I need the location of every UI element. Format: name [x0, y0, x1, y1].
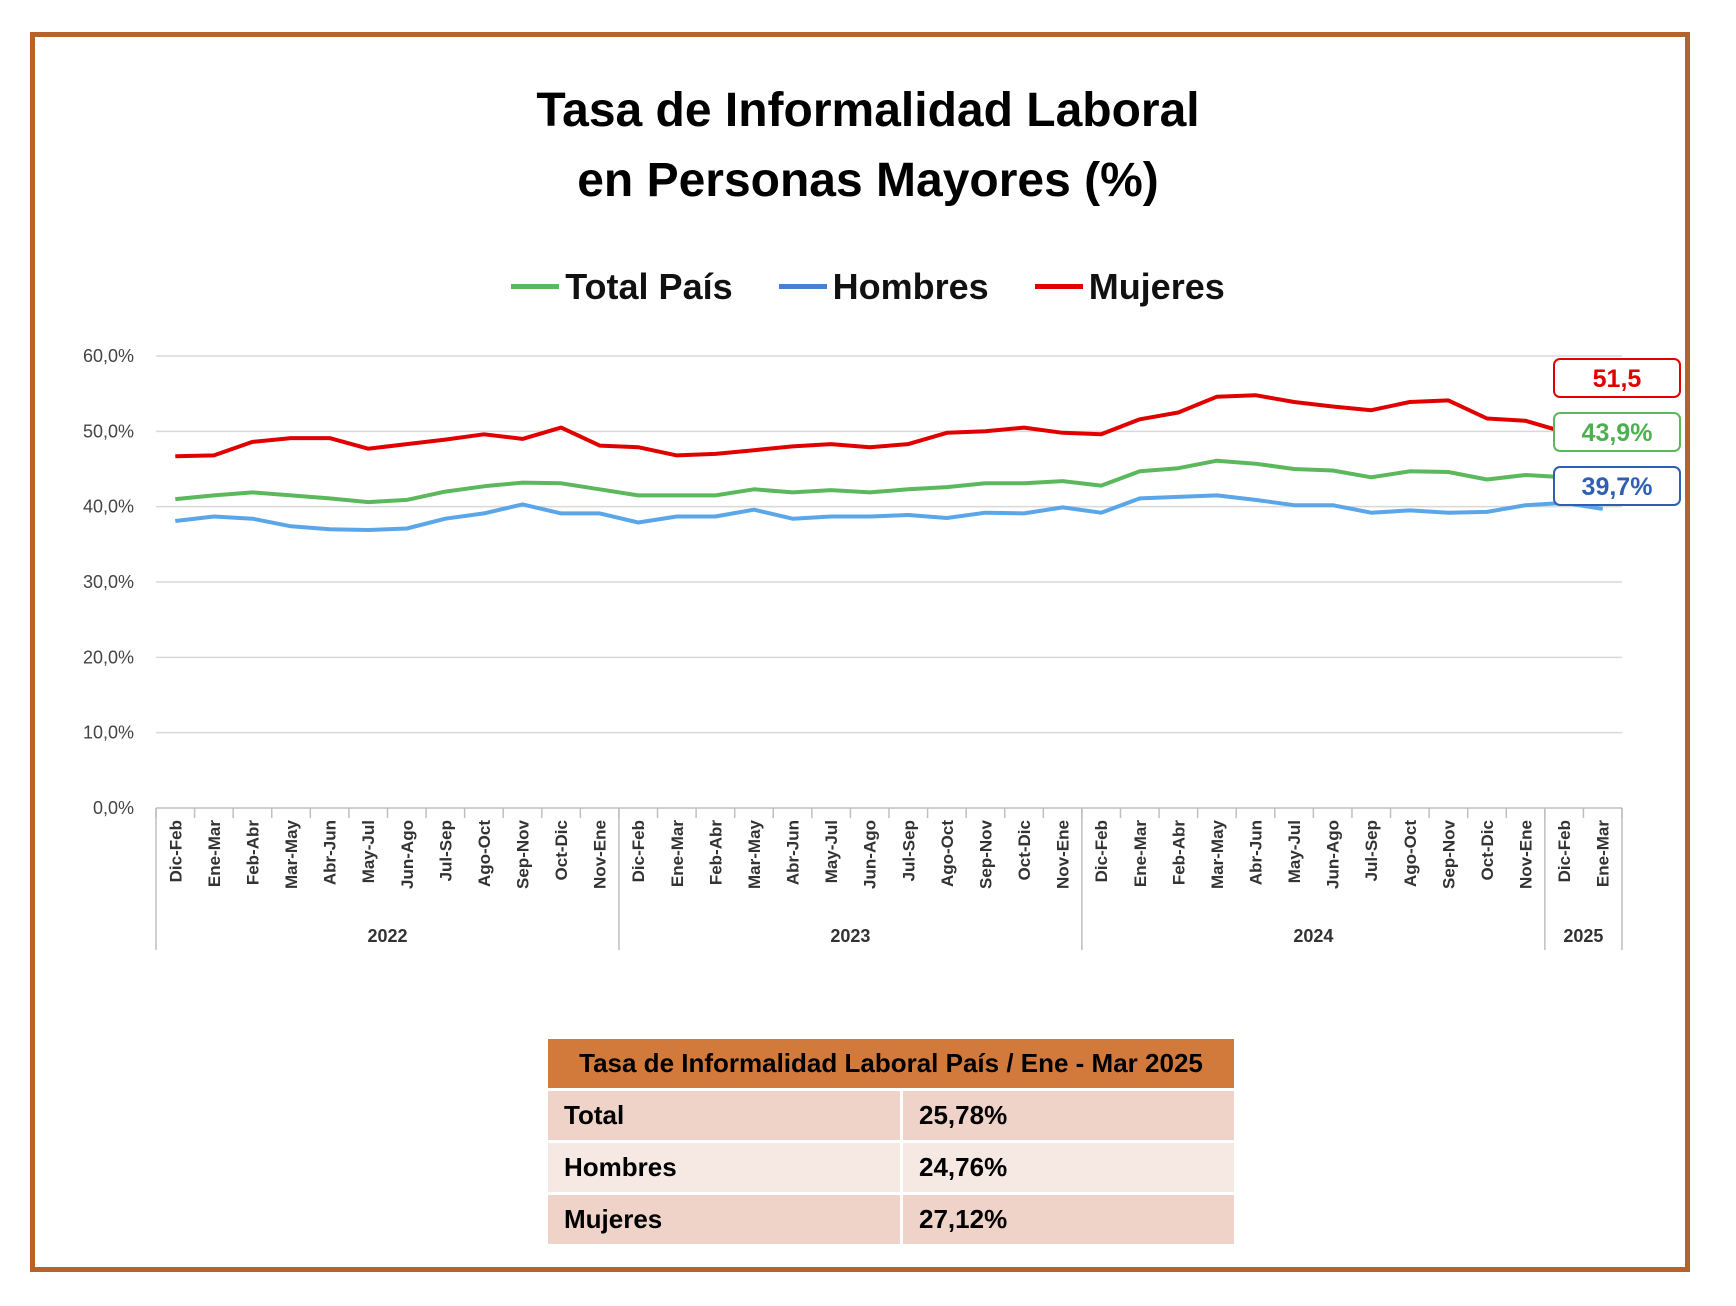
x-tick-label: May-Jul	[359, 820, 378, 883]
x-tick-label: May-Jul	[1285, 820, 1304, 883]
data-label: 39,7%	[1582, 473, 1653, 501]
x-tick-label: Dic-Feb	[1092, 820, 1111, 882]
x-tick-label: Jul-Sep	[436, 820, 455, 881]
title-line-1: Tasa de Informalidad Laboral	[536, 84, 1200, 137]
table-value-mujeres: 27,12%	[903, 1195, 1234, 1244]
table-row-hombres: Hombres 24,76%	[548, 1143, 1234, 1192]
table-row-total: Total 25,78%	[548, 1091, 1234, 1140]
series-line-hombres	[175, 493, 1604, 532]
x-tick-label: Sep-Nov	[976, 819, 995, 889]
x-tick-label: Ene-Mar	[668, 820, 687, 887]
series-line-total-país	[175, 458, 1603, 505]
x-tick-label: Mar-May	[1208, 819, 1227, 889]
x-tick-label: Abr-Jun	[1247, 820, 1266, 885]
x-tick-label: Feb-Abr	[1169, 820, 1188, 886]
table-value-total: 25,78%	[903, 1091, 1234, 1140]
y-tick-label: 30,0%	[83, 572, 134, 592]
y-tick-label: 40,0%	[83, 497, 134, 517]
table-label-total: Total	[548, 1091, 903, 1140]
x-tick-label: Abr-Jun	[784, 820, 803, 885]
x-tick-label: Dic-Feb	[166, 820, 185, 882]
y-tick-label: 60,0%	[83, 346, 134, 366]
y-tick-label: 20,0%	[83, 647, 134, 667]
table-label-mujeres: Mujeres	[548, 1195, 903, 1244]
x-tick-label: Oct-Dic	[1478, 820, 1497, 880]
x-tick-label: Nov-Ene	[1054, 820, 1073, 889]
legend-label-total: Total País	[565, 265, 733, 307]
x-tick-label: Dic-Feb	[629, 820, 648, 882]
table-row-mujeres: Mujeres 27,12%	[548, 1195, 1234, 1244]
x-tick-label: Oct-Dic	[1015, 820, 1034, 880]
x-tick-label: Feb-Abr	[706, 820, 725, 886]
x-tick-label: Jun-Ago	[1324, 820, 1343, 889]
x-tick-label: Mar-May	[745, 819, 764, 889]
table-label-hombres: Hombres	[548, 1143, 903, 1192]
x-tick-label: Feb-Abr	[243, 820, 262, 886]
y-tick-label: 50,0%	[83, 421, 134, 441]
legend-label-hombres: Hombres	[832, 265, 989, 307]
year-label: 2022	[367, 926, 407, 946]
x-tick-label: Sep-Nov	[514, 819, 533, 889]
x-tick-label: Sep-Nov	[1439, 819, 1458, 889]
x-tick-label: Abr-Jun	[321, 820, 340, 885]
x-tick-label: Jun-Ago	[398, 820, 417, 889]
legend: Total País Hombres Mujeres	[0, 256, 1736, 308]
year-label: 2024	[1293, 926, 1333, 946]
x-tick-label: Oct-Dic	[552, 820, 571, 880]
legend-item-total: Total País	[511, 265, 733, 308]
legend-item-hombres: Hombres	[778, 265, 989, 308]
end-label-box	[1553, 358, 1681, 398]
x-tick-label: Jul-Sep	[899, 820, 918, 881]
x-tick-label: Jun-Ago	[861, 820, 880, 889]
x-tick-label: Nov-Ene	[591, 820, 610, 889]
year-label: 2025	[1563, 926, 1603, 946]
series-line-mujeres	[175, 393, 1604, 459]
x-tick-label: Nov-Ene	[1517, 820, 1536, 889]
y-tick-label: 10,0%	[83, 723, 134, 743]
x-tick-label: Mar-May	[282, 819, 301, 889]
chart-title: Tasa de Informalidad Laboral en Personas…	[0, 76, 1736, 216]
legend-item-mujeres: Mujeres	[1034, 265, 1225, 308]
data-label: 51,5	[1593, 365, 1642, 393]
x-tick-label: Ago-Oct	[938, 820, 957, 887]
x-tick-label: Ago-Oct	[1401, 820, 1420, 887]
legend-label-mujeres: Mujeres	[1088, 265, 1225, 307]
legend-swatch-mujeres	[1034, 284, 1083, 289]
year-label: 2023	[830, 926, 870, 946]
legend-swatch-hombres	[778, 284, 827, 289]
summary-table: Tasa de Informalidad Laboral País / Ene …	[548, 1036, 1234, 1247]
data-label: 43,9%	[1582, 419, 1653, 447]
table-value-hombres: 24,76%	[903, 1143, 1234, 1192]
table-header: Tasa de Informalidad Laboral País / Ene …	[548, 1039, 1234, 1088]
x-tick-label: Ene-Mar	[205, 820, 224, 887]
y-tick-label: 0,0%	[93, 798, 134, 818]
x-tick-label: Ene-Mar	[1594, 820, 1613, 887]
x-tick-label: Jul-Sep	[1362, 820, 1381, 881]
legend-swatch-total	[511, 284, 560, 289]
end-label-box	[1553, 466, 1681, 506]
x-tick-label: May-Jul	[822, 820, 841, 883]
end-label-box	[1553, 412, 1681, 452]
x-tick-label: Ago-Oct	[475, 820, 494, 887]
x-tick-label: Ene-Mar	[1131, 820, 1150, 887]
x-tick-label: Dic-Feb	[1555, 820, 1574, 882]
title-line-2: en Personas Mayores (%)	[577, 154, 1159, 207]
